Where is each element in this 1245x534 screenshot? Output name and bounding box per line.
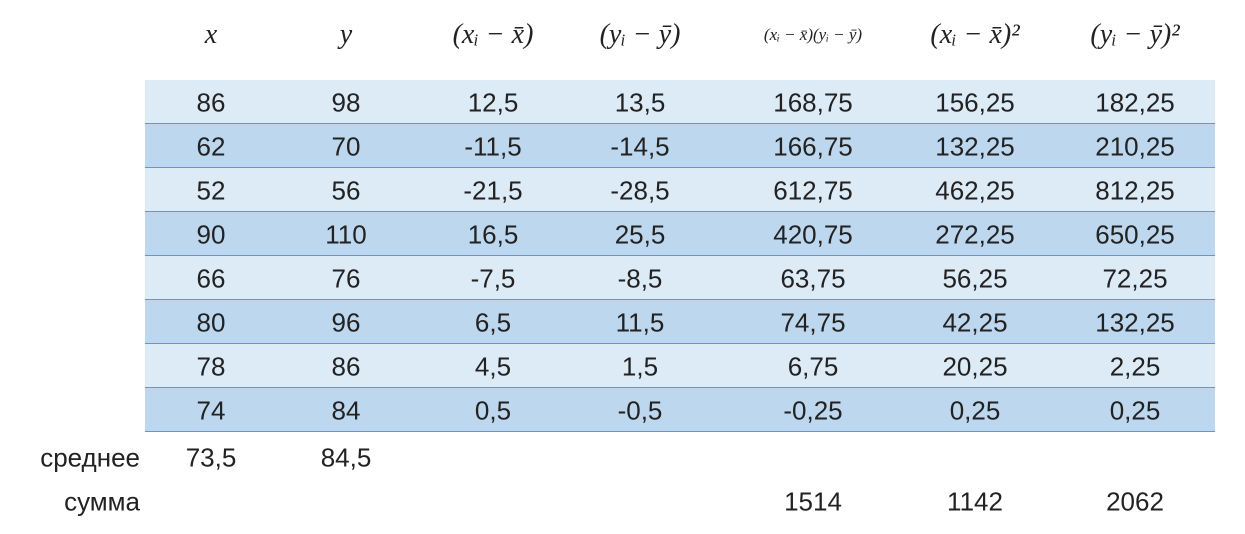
column-header: (xᵢ − x̄) — [452, 19, 534, 50]
table-cell: 612,75 — [773, 175, 853, 206]
table-cell: 80 — [196, 307, 226, 338]
summary-label: среднее — [40, 442, 140, 473]
table-cell: 76 — [331, 263, 361, 294]
table-cell: 90 — [196, 219, 226, 250]
column-header: (xᵢ − x̄)² — [930, 19, 1020, 50]
table-cell: 84 — [331, 395, 361, 426]
column-header: (yᵢ − ȳ)² — [1090, 19, 1180, 50]
table-cell: 78 — [196, 351, 226, 382]
table-cell: 166,75 — [773, 131, 853, 162]
table-cell: 11,5 — [615, 307, 665, 338]
table-cell: 272,25 — [935, 219, 1015, 250]
table-cell: 66 — [196, 263, 226, 294]
table-cell: 56,25 — [942, 263, 1008, 294]
table-cell: -28,5 — [610, 175, 670, 206]
table-cell: 12,5 — [467, 87, 519, 118]
table-cell: 132,25 — [1095, 307, 1175, 338]
column-header: (yᵢ − ȳ) — [599, 19, 681, 50]
table-cell: -11,5 — [464, 131, 522, 162]
column-header: y — [339, 19, 353, 50]
table-cell: -0,25 — [783, 395, 843, 426]
table-cell: 0,25 — [949, 395, 1001, 426]
table-cell: 0,25 — [1109, 395, 1161, 426]
table-cell: -8,5 — [617, 263, 663, 294]
table-cell: 63,75 — [780, 263, 846, 294]
table-cell: -0,5 — [617, 395, 663, 426]
table-cell: 420,75 — [773, 219, 853, 250]
row-background — [145, 300, 1215, 344]
table-cell: 182,25 — [1095, 87, 1175, 118]
table-cell: 20,25 — [942, 351, 1008, 382]
table-cell: 98 — [331, 87, 361, 118]
summary-cell: 1142 — [947, 486, 1003, 517]
table-cell: 132,25 — [935, 131, 1015, 162]
table-cell: 62 — [196, 131, 226, 162]
table-cell: 4,5 — [474, 351, 512, 382]
row-background — [145, 344, 1215, 388]
table-cell: 52 — [196, 175, 226, 206]
table-cell: 6,5 — [474, 307, 512, 338]
table-cell: 6,75 — [787, 351, 839, 382]
table-cell: 96 — [331, 307, 361, 338]
table-cell: 210,25 — [1095, 131, 1175, 162]
table-cell: 74,75 — [780, 307, 846, 338]
summary-cell: 1514 — [784, 486, 842, 517]
table-cell: 2,25 — [1109, 351, 1161, 382]
table-cell: 74 — [196, 395, 226, 426]
row-background — [145, 124, 1215, 168]
table-cell: 42,25 — [942, 307, 1008, 338]
summary-cell: 2062 — [1106, 486, 1164, 517]
table-cell: 1,5 — [621, 351, 659, 382]
table-cell: 0,5 — [474, 395, 512, 426]
table-cell: 462,25 — [935, 175, 1015, 206]
row-background — [145, 212, 1215, 256]
table-cell: 72,25 — [1102, 263, 1168, 294]
row-background — [145, 256, 1215, 300]
table-cell: 70 — [331, 131, 361, 162]
table-cell: 156,25 — [935, 87, 1015, 118]
summary-cell: 84,5 — [320, 442, 372, 473]
column-header: x — [204, 19, 218, 50]
table-cell: 650,25 — [1095, 219, 1175, 250]
row-background — [145, 80, 1215, 124]
table-cell: 56 — [331, 175, 361, 206]
summary-label: сумма — [64, 486, 140, 517]
table-cell: 16,5 — [467, 219, 519, 250]
table-cell: 168,75 — [773, 87, 853, 118]
table-cell: 25,5 — [614, 219, 666, 250]
row-background — [145, 168, 1215, 212]
table-cell: 86 — [196, 87, 226, 118]
table-cell: 812,25 — [1095, 175, 1175, 206]
column-header: (xᵢ − x̄)(yᵢ − ȳ) — [763, 25, 863, 44]
row-background — [145, 388, 1215, 432]
table-cell: 86 — [331, 351, 361, 382]
table-cell: 110 — [325, 219, 367, 250]
table-cell: 13,5 — [614, 87, 666, 118]
table-cell: -7,5 — [470, 263, 516, 294]
summary-cell: 73,5 — [185, 442, 237, 473]
table-cell: -21,5 — [463, 175, 523, 206]
table-cell: -14,5 — [610, 131, 670, 162]
